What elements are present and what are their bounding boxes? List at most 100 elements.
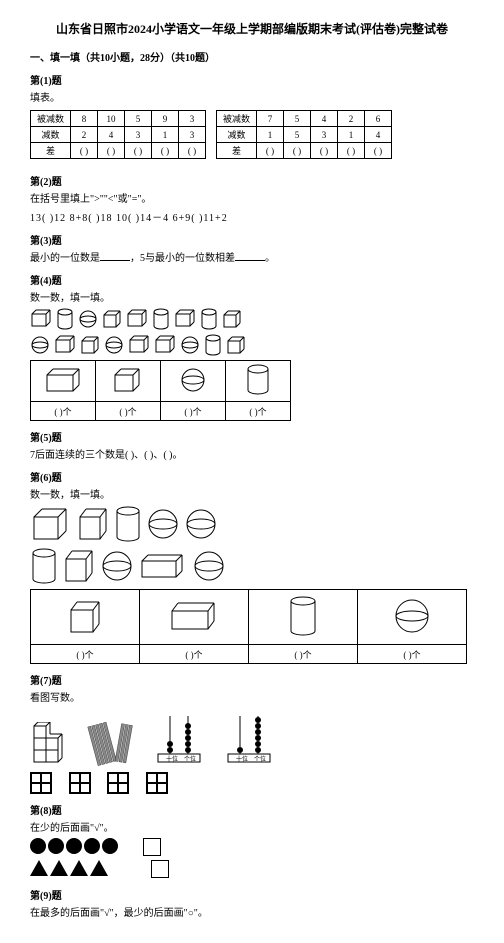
cell: 差 xyxy=(217,143,257,159)
triangle-icon xyxy=(70,860,88,876)
q2-label: 第(2)题 xyxy=(30,173,474,188)
svg-text:十位: 十位 xyxy=(236,755,248,763)
sphere-icon xyxy=(104,335,124,355)
cell: 9 xyxy=(152,111,179,127)
cuboid-icon xyxy=(138,551,188,581)
cell: 10 xyxy=(98,111,125,127)
q6-shapes-row2 xyxy=(30,547,474,585)
answer-grid xyxy=(107,772,129,794)
cell: ( ) xyxy=(71,143,98,159)
sticks-icon xyxy=(86,716,136,766)
cell: 4 xyxy=(311,111,338,127)
q6-count-table: ( )个 ( )个 ( )个 ( )个 xyxy=(30,589,467,664)
q1-label: 第(1)题 xyxy=(30,72,474,87)
q5-text: 7后面连续的三个数是( )、( )、( )。 xyxy=(30,446,474,461)
cell: 4 xyxy=(98,127,125,143)
cell: ( ) xyxy=(152,143,179,159)
cell: ( ) xyxy=(179,143,206,159)
cell: 7 xyxy=(257,111,284,127)
count-label: ( )个 xyxy=(140,645,249,664)
checkbox xyxy=(151,860,169,878)
cell: ( ) xyxy=(125,143,152,159)
q3-part2: ，5与最小的一位数相差 xyxy=(130,253,235,264)
cube-icon xyxy=(30,505,72,543)
cylinder-icon xyxy=(30,547,58,585)
answer-grid xyxy=(30,772,52,794)
q3-label: 第(3)题 xyxy=(30,232,474,247)
count-label: ( )个 xyxy=(161,402,226,421)
cylinder-icon xyxy=(200,308,218,330)
dot-icon xyxy=(66,838,82,854)
sphere-cell xyxy=(161,361,226,402)
triangle-icon xyxy=(30,860,48,876)
cylinder-cell xyxy=(249,590,358,645)
q9-text: 在最多的后面画"√"，最少的后面画"○"。 xyxy=(30,904,474,919)
cuboid-icon xyxy=(174,308,196,330)
sphere-icon xyxy=(30,335,50,355)
cell: 1 xyxy=(152,127,179,143)
q6-shapes-row1 xyxy=(30,505,474,543)
abacus-icon: 十位个位 xyxy=(222,710,276,766)
q3-part1: 最小的一位数是 xyxy=(30,253,100,264)
cuboid-icon xyxy=(30,308,52,330)
cell: ( ) xyxy=(338,143,365,159)
cuboid-icon xyxy=(154,334,176,356)
q8-row-dots xyxy=(30,838,474,857)
cube-icon xyxy=(62,547,96,585)
cube-cell xyxy=(96,361,161,402)
sphere-icon xyxy=(180,335,200,355)
dot-icon xyxy=(48,838,64,854)
cell: ( ) xyxy=(365,143,392,159)
abacus-icon: 十位个位 xyxy=(152,710,206,766)
cell: 3 xyxy=(179,111,206,127)
cube-icon xyxy=(222,309,242,329)
q5-label: 第(5)题 xyxy=(30,429,474,444)
cell: ( ) xyxy=(311,143,338,159)
triangle-icon xyxy=(50,860,68,876)
svg-text:个位: 个位 xyxy=(184,755,196,763)
cube-cell xyxy=(31,590,140,645)
q7-text: 看图写数。 xyxy=(30,689,474,704)
count-label: ( )个 xyxy=(358,645,467,664)
sphere-icon xyxy=(100,549,134,583)
q4-shapes-row2 xyxy=(30,334,474,356)
q4-text: 数一数，填一填。 xyxy=(30,289,474,304)
cell: 3 xyxy=(179,127,206,143)
q3-part3: 。 xyxy=(265,253,275,264)
cell: 5 xyxy=(284,111,311,127)
q4-label: 第(4)题 xyxy=(30,272,474,287)
cuboid-cell xyxy=(140,590,249,645)
q1-table-2: 被减数75426 减数15314 差( )( )( )( )( ) xyxy=(216,110,392,159)
dot-icon xyxy=(102,838,118,854)
cell: 被减数 xyxy=(217,111,257,127)
cylinder-icon xyxy=(204,334,222,356)
sphere-icon xyxy=(192,549,226,583)
q8-text: 在少的后面画"√"。 xyxy=(30,819,474,834)
cube-icon xyxy=(226,335,246,355)
cube-icon xyxy=(102,309,122,329)
sphere-cell xyxy=(358,590,467,645)
cuboid-cell xyxy=(31,361,96,402)
cylinder-icon xyxy=(56,308,74,330)
count-label: ( )个 xyxy=(249,645,358,664)
q8-row-triangles xyxy=(30,860,474,879)
cell: ( ) xyxy=(257,143,284,159)
cell: 8 xyxy=(71,111,98,127)
cell: 5 xyxy=(284,127,311,143)
count-label: ( )个 xyxy=(31,645,140,664)
cube-icon xyxy=(76,505,110,543)
cell: ( ) xyxy=(98,143,125,159)
cell: 4 xyxy=(365,127,392,143)
cell: 被减数 xyxy=(31,111,71,127)
q9-label: 第(9)题 xyxy=(30,887,474,902)
q6-label: 第(6)题 xyxy=(30,469,474,484)
cell: 1 xyxy=(257,127,284,143)
cylinder-icon xyxy=(114,505,142,543)
sphere-icon xyxy=(78,309,98,329)
q4-shapes-row1 xyxy=(30,308,474,330)
q2-expressions: 13( )12 8+8( )18 10( )14－4 6+9( )11+2 xyxy=(30,209,474,224)
cell: 3 xyxy=(311,127,338,143)
blank xyxy=(235,250,265,261)
cuboid-icon xyxy=(54,334,76,356)
q8-label: 第(8)题 xyxy=(30,802,474,817)
